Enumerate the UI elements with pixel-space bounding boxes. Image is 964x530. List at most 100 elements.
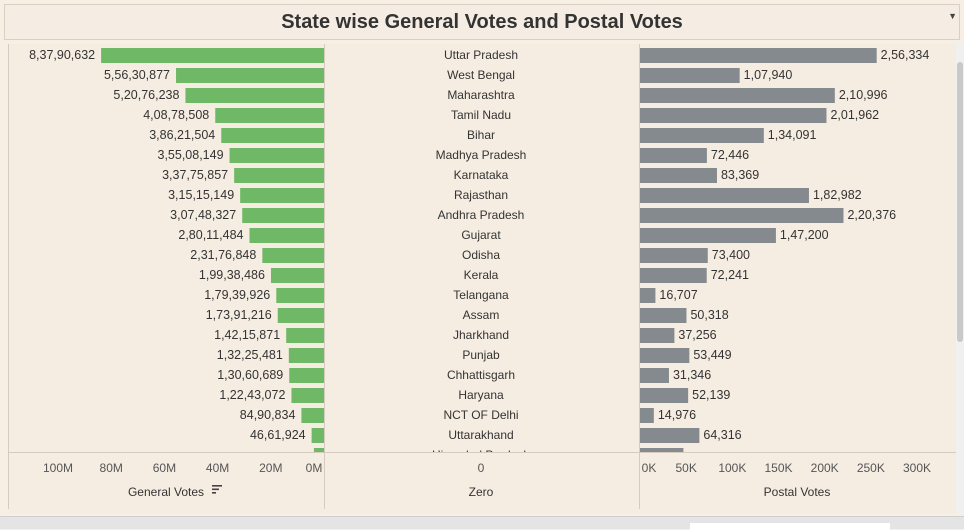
- state-label: Uttarakhand: [448, 428, 513, 442]
- postal-votes-bar: [640, 68, 740, 83]
- postal-votes-data-label: 14,976: [658, 408, 696, 422]
- postal-axis-tick-label: 300K: [903, 461, 931, 475]
- sort-line: [212, 492, 216, 494]
- sort-descending-icon[interactable]: [212, 485, 222, 494]
- state-label: Assam: [463, 308, 500, 322]
- postal-votes-bar: [640, 368, 669, 383]
- postal-votes-data-label: 2,56,334: [881, 48, 930, 62]
- general-votes-bar: [262, 248, 324, 263]
- general-votes-axis-title: General Votes: [128, 485, 204, 499]
- postal-votes-data-label: 2,01,962: [830, 108, 879, 122]
- postal-votes-data-label: 83,369: [721, 168, 759, 182]
- general-votes-bar: [240, 188, 324, 203]
- general-votes-bar: [270, 268, 324, 283]
- state-labels: Uttar Pradesh West Bengal Maharashtra Tamil…: [432, 48, 530, 462]
- pane-dividers: [8, 44, 956, 509]
- vertical-scrollbar[interactable]: [956, 44, 964, 514]
- general-votes-bar: [176, 68, 324, 83]
- bar-chart: 8,37,90,632 5,56,30,877 5,20,76,238 4,08,78…: [8, 44, 956, 509]
- postal-votes-labels: 2,56,334 1,07,940 2,10,996 2,01,962 1,34,091…: [658, 48, 930, 442]
- state-label: Uttar Pradesh: [444, 48, 518, 62]
- general-votes-data-label: 3,07,48,327: [170, 208, 236, 222]
- general-votes-data-label: 8,37,90,632: [29, 48, 95, 62]
- postal-votes-bar: [640, 208, 844, 223]
- general-axis-tick-label: 60M: [153, 461, 176, 475]
- general-axis-tick-label: 80M: [100, 461, 123, 475]
- general-votes-bar: [229, 148, 324, 163]
- postal-votes-data-label: 1,47,200: [780, 228, 829, 242]
- scrollbar-thumb[interactable]: [957, 62, 963, 342]
- postal-votes-axis-title: Postal Votes: [764, 485, 831, 499]
- postal-axis-tick-label: 150K: [764, 461, 792, 475]
- state-label: Bihar: [467, 128, 495, 142]
- general-votes-bars: [101, 48, 325, 452]
- general-votes-data-label: 4,08,78,508: [143, 108, 209, 122]
- chart-title-bar: State wise General Votes and Postal Vote…: [4, 4, 960, 40]
- postal-votes-bar: [640, 408, 654, 423]
- chart-title: State wise General Votes and Postal Vote…: [281, 10, 683, 33]
- postal-votes-bar: [640, 108, 827, 123]
- postal-votes-bar: [640, 168, 717, 183]
- state-label: Tamil Nadu: [451, 108, 511, 122]
- sort-line: [212, 485, 222, 487]
- postal-votes-bar: [640, 268, 707, 283]
- postal-votes-data-label: 53,449: [693, 348, 731, 362]
- postal-votes-bar: [640, 148, 707, 163]
- general-votes-bar: [221, 128, 324, 143]
- general-votes-data-label: 5,56,30,877: [104, 68, 170, 82]
- postal-votes-bar: [640, 188, 809, 203]
- state-label: Jharkhand: [453, 328, 509, 342]
- postal-axis-tick-label: 0K: [642, 461, 657, 475]
- chart-area: 8,37,90,632 5,56,30,877 5,20,76,238 4,08,78…: [8, 44, 956, 514]
- state-label: Telangana: [453, 288, 509, 302]
- postal-axis-tick-label: 200K: [811, 461, 839, 475]
- general-votes-data-label: 1,73,91,216: [206, 308, 272, 322]
- state-label: Andhra Pradesh: [438, 208, 525, 222]
- postal-votes-data-label: 31,346: [673, 368, 711, 382]
- postal-votes-bar: [640, 388, 689, 403]
- postal-votes-bar: [640, 228, 776, 243]
- state-label: Rajasthan: [454, 188, 508, 202]
- postal-axis-tick-label: 50K: [675, 461, 696, 475]
- postal-votes-bar: [640, 328, 675, 343]
- postal-votes-bar: [640, 448, 684, 452]
- state-label: Haryana: [458, 388, 504, 402]
- postal-votes-bar: [640, 428, 700, 443]
- postal-votes-data-label: 1,07,940: [744, 68, 793, 82]
- state-label: Kerala: [464, 268, 499, 282]
- general-votes-bar: [277, 308, 324, 323]
- general-votes-bar: [301, 408, 324, 423]
- general-votes-bar: [242, 208, 324, 223]
- postal-votes-bar: [640, 348, 690, 363]
- postal-votes-data-label: 72,241: [711, 268, 749, 282]
- sheet-tab[interactable]: [690, 523, 890, 530]
- general-votes-data-label: 1,79,39,926: [204, 288, 270, 302]
- postal-votes-bars: [640, 48, 877, 452]
- postal-votes-bar: [640, 88, 835, 103]
- state-label: Karnataka: [454, 168, 509, 182]
- postal-votes-data-label: 52,139: [692, 388, 730, 402]
- general-votes-data-label: 84,90,834: [240, 408, 296, 422]
- postal-axis-tick-label: 250K: [857, 461, 885, 475]
- postal-votes-bar: [640, 128, 764, 143]
- general-votes-data-label: 46,61,924: [250, 428, 306, 442]
- general-votes-bar: [276, 288, 324, 303]
- general-votes-data-label: 3,55,08,149: [158, 148, 224, 162]
- general-votes-data-label: 3,86,21,504: [149, 128, 215, 142]
- state-label: Odisha: [462, 248, 500, 262]
- general-votes-labels: 8,37,90,632 5,56,30,877 5,20,76,238 4,08,78…: [29, 48, 306, 442]
- general-votes-bar: [249, 228, 324, 243]
- postal-votes-data-label: 2,10,996: [839, 88, 888, 102]
- state-label: Chhattisgarh: [447, 368, 515, 382]
- postal-votes-data-label: 50,318: [690, 308, 728, 322]
- general-votes-data-label: 3,37,75,857: [162, 168, 228, 182]
- general-votes-bar: [311, 428, 324, 443]
- general-votes-data-label: 3,15,15,149: [168, 188, 234, 202]
- general-votes-data-label: 1,30,60,689: [217, 368, 283, 382]
- postal-votes-data-label: 16,707: [659, 288, 697, 302]
- worksheet-menu-caret-icon[interactable]: ▼: [948, 11, 957, 21]
- state-label: Himachal Pradesh: [432, 448, 530, 462]
- postal-votes-bar: [640, 48, 877, 63]
- general-votes-bar: [289, 368, 324, 383]
- postal-votes-data-label: 72,446: [711, 148, 749, 162]
